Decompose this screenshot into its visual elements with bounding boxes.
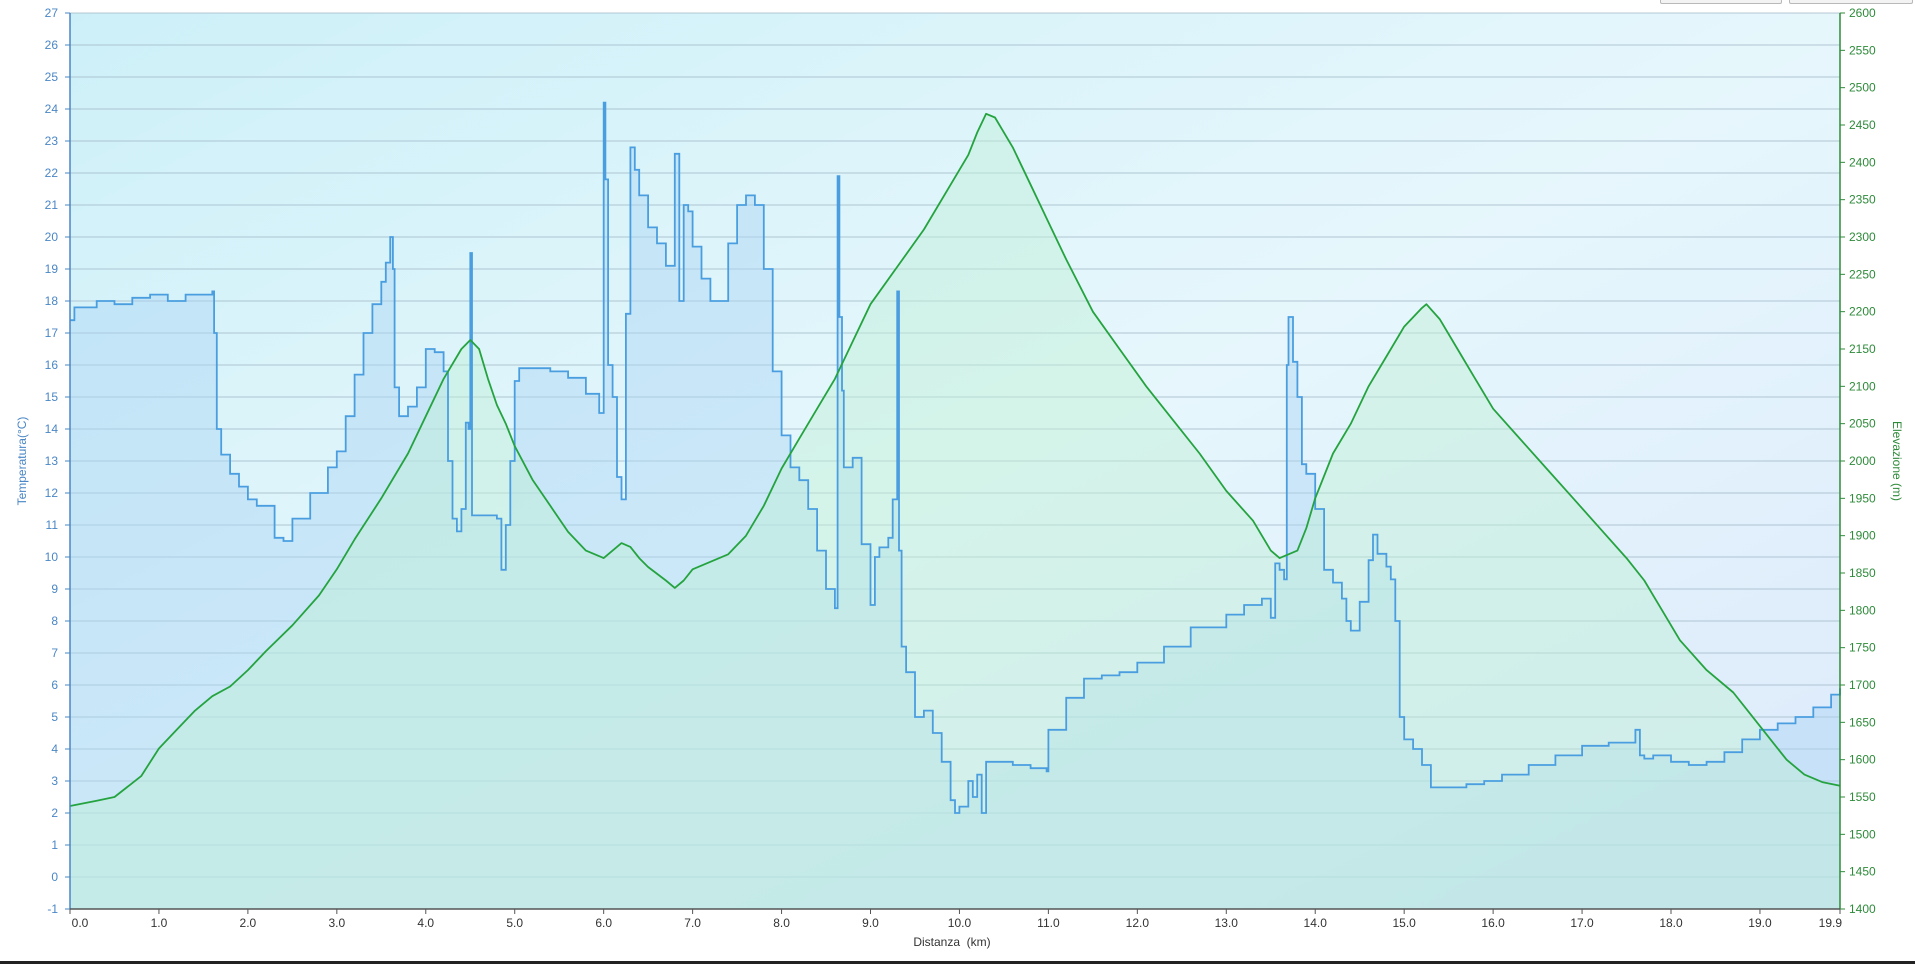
chart-control-button-1[interactable] [1660,0,1782,4]
x-tick-label: 1.0 [151,916,168,930]
x-tick-label: 11.0 [1037,916,1060,930]
elevation-area [70,113,1840,910]
y-left-tick-label: 7 [51,646,58,660]
x-tick-label: 6.0 [595,916,612,930]
x-tick-label: 10.0 [948,916,972,930]
chart-control-button-2[interactable] [1789,0,1913,4]
y-right-tick-label: 1800 [1849,603,1876,617]
y-left-tick-label: 26 [45,38,59,52]
y-right-tick-label: 1600 [1849,753,1876,767]
x-tick-label: 14.0 [1304,916,1328,930]
y-right-tick-label: 1550 [1849,790,1876,804]
window-bottom-border [0,961,1915,964]
y-left-tick-label: 25 [45,70,59,84]
y-right-tick-label: 2100 [1849,379,1876,393]
y-right-tick-label: 2500 [1849,81,1876,95]
y-left-tick-label: 11 [46,518,59,532]
y-right-tick-label: 2400 [1849,155,1876,169]
y-left-tick-label: 19 [45,262,59,276]
x-tick-label: 3.0 [328,916,345,930]
x-tick-label: 8.0 [773,916,790,930]
y-left-tick-label: 23 [45,134,59,148]
y-left-tick-label: 21 [45,198,59,212]
y-right-tick-label: 2450 [1849,118,1876,132]
y-right-tick-label: 1500 [1849,827,1876,841]
x-tick-label: 18.0 [1659,916,1683,930]
y-right-tick-label: 1700 [1849,678,1876,692]
y-left-tick-label: 27 [45,6,59,20]
y-left-tick-label: 2 [51,806,58,820]
y-left-tick-label: 6 [51,678,58,692]
y-left-tick-label: 12 [45,486,59,500]
y-right-tick-label: 2350 [1849,193,1876,207]
y-left-tick-label: 14 [45,422,59,436]
y-left-tick-label: 20 [45,230,59,244]
x-tick-label: 5.0 [506,916,523,930]
temperature-series-line [70,101,1841,814]
y-right-tick-label: 1850 [1849,566,1876,580]
x-tick-label: 7.0 [684,916,701,930]
y-left-tick-label: 13 [45,454,59,468]
y-right-tick-label: 1650 [1849,715,1876,729]
y-right-tick-label: 2050 [1849,417,1876,431]
y-left-tick-label: 0 [51,870,58,884]
y-right-tick-label: 2600 [1849,6,1876,20]
y-left-tick-label: 9 [51,582,58,596]
y-right-axis-title: Elevazione (m) [1890,421,1904,501]
y-right-tick-label: 2550 [1849,43,1876,57]
y-left-tick-label: -1 [47,902,58,916]
x-tick-label: 13.0 [1215,916,1239,930]
y-right-tick-label: 1950 [1849,491,1876,505]
y-left-tick-label: 22 [45,166,59,180]
y-left-tick-label: 15 [45,390,59,404]
x-tick-label: 16.0 [1481,916,1505,930]
x-tick-label: 19.9 [1819,916,1843,930]
x-tick-label: 0.0 [72,916,89,930]
y-left-tick-label: 4 [51,742,58,756]
x-tick-label: 9.0 [862,916,879,930]
elevation-series-line [69,112,1841,807]
y-left-tick-label: 8 [51,614,58,628]
x-axis-title: Distanza (km) [913,935,990,949]
y-right-tick-label: 2200 [1849,305,1876,319]
y-right-tick-label: 2000 [1849,454,1876,468]
y-right-tick-label: 2300 [1849,230,1876,244]
x-tick-label: 2.0 [240,916,257,930]
y-left-tick-label: 17 [45,326,59,340]
y-left-tick-label: 18 [45,294,59,308]
temperature-area [70,102,1840,910]
y-right-tick-label: 1750 [1849,641,1876,655]
y-right-tick-label: 1400 [1849,902,1876,916]
y-right-tick-label: 2250 [1849,267,1876,281]
x-tick-label: 15.0 [1392,916,1416,930]
y-left-tick-label: 1 [51,838,58,852]
y-right-tick-label: 1450 [1849,865,1876,879]
x-tick-label: 4.0 [417,916,434,930]
y-left-tick-label: 10 [45,550,59,564]
x-tick-label: 17.0 [1570,916,1594,930]
y-right-tick-label: 2150 [1849,342,1876,356]
x-tick-label: 12.0 [1126,916,1150,930]
y-right-tick-label: 1900 [1849,529,1876,543]
y-left-tick-label: 24 [45,102,59,116]
y-left-tick-label: 16 [45,358,59,372]
y-left-axis-title: Temperatura(°C) [15,417,29,506]
x-tick-label: 19.0 [1748,916,1772,930]
y-left-tick-label: 5 [51,710,58,724]
y-left-tick-label: 3 [51,774,58,788]
